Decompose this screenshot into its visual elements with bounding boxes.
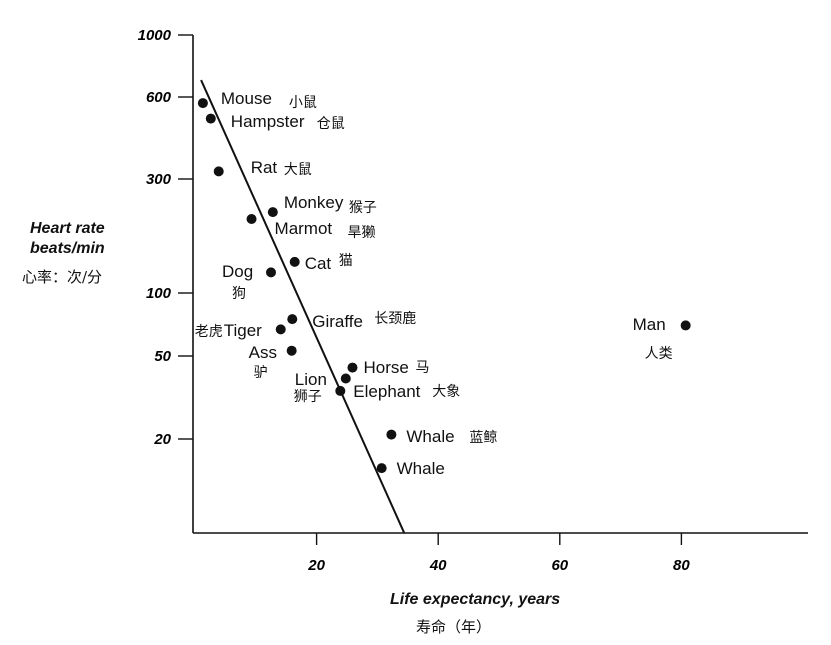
point-label-zh: 马 [415, 359, 430, 376]
data-point-man [680, 320, 691, 331]
y-axis-title-line2: beats/min [30, 240, 105, 257]
data-point-hampster [205, 113, 216, 124]
point-label: Elephant [353, 381, 421, 401]
data-point-cat [289, 256, 300, 267]
data-point-marmot [246, 214, 257, 225]
point-label-zh: 小鼠 [288, 95, 317, 112]
point-label: Horse [363, 357, 409, 377]
x-tick-label: 40 [429, 557, 447, 574]
point-label-zh: 驴 [253, 364, 268, 381]
data-point-lion [340, 373, 351, 384]
point-label-zh: 人类 [644, 346, 673, 363]
point-label-zh: 大鼠 [283, 162, 312, 179]
y-tick-label: 50 [154, 348, 171, 365]
data-point-mouse [197, 98, 208, 109]
point-label: Lion [294, 369, 327, 389]
x-axis-title: Life expectancy, years [390, 591, 561, 608]
point-label: Man [632, 315, 666, 335]
x-tick-label: 20 [307, 557, 325, 574]
data-point-ass [286, 345, 297, 356]
y-tick-label: 100 [146, 285, 172, 302]
point-label: Cat [304, 253, 332, 273]
point-label: Mouse [220, 89, 272, 109]
point-label-zh: 大象 [432, 383, 461, 400]
point-label: Hampster [230, 111, 305, 131]
point-label-zh: 猫 [338, 252, 353, 269]
point-label: Giraffe [312, 312, 363, 332]
data-point-tiger [275, 324, 286, 335]
point-label: Ass [248, 342, 278, 362]
point-label: Monkey [283, 193, 344, 213]
y-tick-label: 600 [146, 89, 172, 106]
point-label-zh: 狗 [232, 286, 246, 303]
point-label: Whale [396, 459, 445, 479]
point-label-zh: 仓鼠 [316, 115, 345, 132]
y-axis-title-line1: Heart rate [30, 220, 105, 237]
trend-line [200, 79, 406, 534]
point-label-zh: 狮子 [293, 388, 322, 405]
data-point-monkey [267, 207, 278, 218]
y-tick-label: 300 [146, 171, 172, 188]
data-point-elephant [335, 385, 346, 396]
point-label: Marmot [274, 219, 333, 239]
data-point-whale [376, 463, 387, 474]
point-label: Tiger [223, 321, 262, 341]
y-axis-title-zh: 心率：次/分 [22, 268, 103, 286]
data-point-horse [347, 362, 358, 373]
point-label: Whale [406, 426, 455, 446]
y-tick-label: 1000 [138, 27, 172, 44]
data-point-giraffe [287, 314, 298, 325]
y-tick-label: 20 [153, 431, 171, 448]
x-tick-label: 80 [673, 557, 690, 574]
y-axis-title: Heart rate beats/min [30, 219, 105, 259]
x-axis-title-zh: 寿命（年） [416, 618, 492, 636]
point-label-zh: 旱獭 [347, 225, 376, 242]
point-label-zh: 长颈鹿 [374, 311, 417, 328]
point-label-zh: 老虎 [194, 324, 223, 341]
x-tick-label: 60 [551, 557, 568, 574]
point-label: Dog [222, 262, 254, 282]
point-label-zh: 猴子 [348, 200, 377, 217]
point-label: Rat [250, 158, 278, 178]
data-point-rat [213, 166, 224, 177]
data-point-dog [266, 267, 276, 278]
data-point-whale [386, 429, 397, 440]
point-label-zh: 蓝鲸 [469, 429, 498, 446]
